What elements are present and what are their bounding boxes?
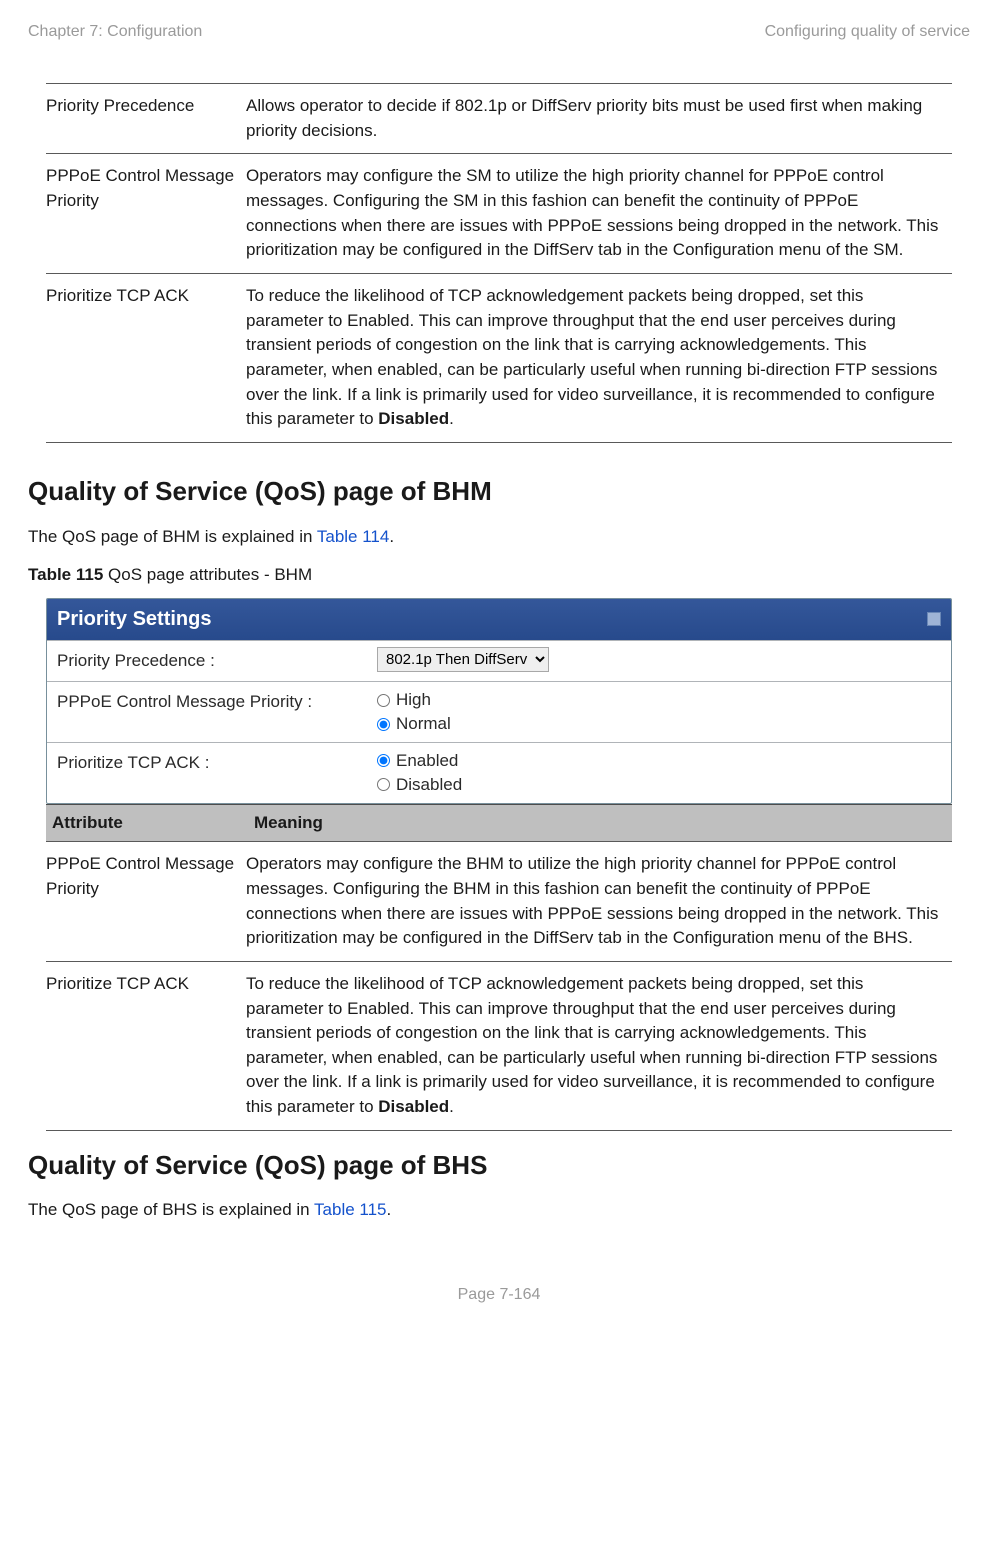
table-caption: Table 115 QoS page attributes - BHM bbox=[28, 563, 970, 588]
page-header: Chapter 7: Configuration Configuring qua… bbox=[28, 20, 970, 43]
caption-bold: Table 115 bbox=[28, 565, 103, 584]
table-row: Prioritize TCP ACK To reduce the likelih… bbox=[46, 961, 952, 1130]
attr-header-row: Attribute Meaning bbox=[46, 804, 952, 842]
pppoe-priority-value: High Normal bbox=[367, 682, 951, 742]
meaning-text: To reduce the likelihood of TCP acknowle… bbox=[246, 286, 937, 428]
attr-name: PPPoE Control Message Priority bbox=[46, 842, 246, 962]
pppoe-normal-option[interactable]: Normal bbox=[377, 712, 941, 736]
pppoe-high-radio[interactable] bbox=[377, 694, 390, 707]
tcpack-enabled-radio[interactable] bbox=[377, 754, 390, 767]
table-114-link[interactable]: Table 114 bbox=[317, 527, 389, 546]
bhm-attr-table: PPPoE Control Message Priority Operators… bbox=[46, 841, 952, 1130]
header-left: Chapter 7: Configuration bbox=[28, 20, 202, 43]
collapse-icon[interactable] bbox=[927, 612, 941, 626]
table-row: PPPoE Control Message Priority Operators… bbox=[46, 842, 952, 962]
meaning-text: To reduce the likelihood of TCP acknowle… bbox=[246, 974, 937, 1116]
table-row: PPPoE Control Message Priority Operators… bbox=[46, 154, 952, 274]
bhs-intro: The QoS page of BHS is explained in Tabl… bbox=[28, 1198, 970, 1223]
attr-name: Prioritize TCP ACK bbox=[46, 274, 246, 443]
pppoe-priority-label: PPPoE Control Message Priority : bbox=[47, 682, 367, 742]
intro-suffix: . bbox=[389, 527, 394, 546]
priority-precedence-row: Priority Precedence : 802.1p Then DiffSe… bbox=[47, 640, 951, 682]
pppoe-normal-radio[interactable] bbox=[377, 718, 390, 731]
priority-settings-header: Priority Settings bbox=[47, 599, 951, 640]
attr-name: Prioritize TCP ACK bbox=[46, 961, 246, 1130]
caption-rest: QoS page attributes - BHM bbox=[103, 565, 312, 584]
header-right: Configuring quality of service bbox=[765, 20, 970, 43]
priority-precedence-select[interactable]: 802.1p Then DiffServ bbox=[377, 647, 549, 672]
attr-meaning: To reduce the likelihood of TCP acknowle… bbox=[246, 274, 952, 443]
tcpack-disabled-label: Disabled bbox=[396, 773, 462, 797]
attr-meaning: Operators may configure the BHM to utili… bbox=[246, 842, 952, 962]
table-115-link[interactable]: Table 115 bbox=[314, 1200, 386, 1219]
bhm-intro: The QoS page of BHM is explained in Tabl… bbox=[28, 525, 970, 550]
top-attr-table: Priority Precedence Allows operator to d… bbox=[46, 83, 952, 443]
priority-precedence-value: 802.1p Then DiffServ bbox=[367, 641, 951, 682]
page-footer: Page 7-164 bbox=[28, 1283, 970, 1306]
meaning-suffix: . bbox=[449, 1097, 454, 1116]
section-title-bhs: Quality of Service (QoS) page of BHS bbox=[28, 1147, 970, 1185]
tcpack-enabled-label: Enabled bbox=[396, 749, 458, 773]
tcpack-label: Prioritize TCP ACK : bbox=[47, 743, 367, 803]
table-row: Priority Precedence Allows operator to d… bbox=[46, 84, 952, 154]
section-title-bhm: Quality of Service (QoS) page of BHM bbox=[28, 473, 970, 511]
priority-precedence-label: Priority Precedence : bbox=[47, 641, 367, 682]
attr-meaning: Operators may configure the SM to utiliz… bbox=[246, 154, 952, 274]
tcpack-disabled-radio[interactable] bbox=[377, 778, 390, 791]
intro-suffix: . bbox=[387, 1200, 392, 1219]
priority-settings-panel: Priority Settings Priority Precedence : … bbox=[46, 598, 952, 804]
tcpack-enabled-option[interactable]: Enabled bbox=[377, 749, 941, 773]
intro-prefix: The QoS page of BHM is explained in bbox=[28, 527, 317, 546]
meaning-bold: Disabled bbox=[378, 1097, 449, 1116]
attr-name: PPPoE Control Message Priority bbox=[46, 154, 246, 274]
pppoe-high-label: High bbox=[396, 688, 431, 712]
meaning-bold: Disabled bbox=[378, 409, 449, 428]
meaning-suffix: . bbox=[449, 409, 454, 428]
intro-prefix: The QoS page of BHS is explained in bbox=[28, 1200, 314, 1219]
table-row: Prioritize TCP ACK To reduce the likelih… bbox=[46, 274, 952, 443]
header-meaning: Meaning bbox=[246, 805, 952, 842]
pppoe-high-option[interactable]: High bbox=[377, 688, 941, 712]
header-attribute: Attribute bbox=[46, 805, 246, 842]
attr-name: Priority Precedence bbox=[46, 84, 246, 154]
panel-title: Priority Settings bbox=[57, 605, 211, 634]
pppoe-normal-label: Normal bbox=[396, 712, 451, 736]
tcpack-disabled-option[interactable]: Disabled bbox=[377, 773, 941, 797]
attr-meaning: To reduce the likelihood of TCP acknowle… bbox=[246, 961, 952, 1130]
attr-meaning: Allows operator to decide if 802.1p or D… bbox=[246, 84, 952, 154]
tcpack-row: Prioritize TCP ACK : Enabled Disabled bbox=[47, 742, 951, 803]
pppoe-priority-row: PPPoE Control Message Priority : High No… bbox=[47, 681, 951, 742]
tcpack-value: Enabled Disabled bbox=[367, 743, 951, 803]
